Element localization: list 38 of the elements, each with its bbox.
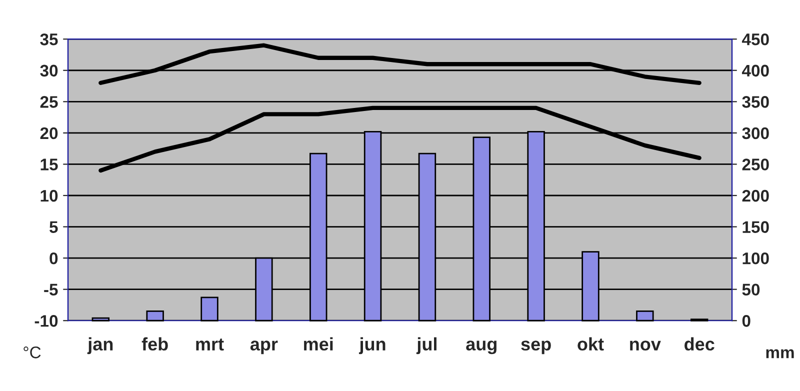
y-tick-label: -10 [34, 315, 58, 327]
y2-tick-label: 350 [742, 96, 769, 108]
y-tick-label: 35 [40, 34, 58, 46]
bar [92, 317, 110, 322]
y2-tick-label: 50 [742, 284, 760, 296]
y-tick-label: 15 [40, 158, 58, 170]
y-tick-label: 30 [40, 64, 58, 77]
y2-tick-label: 300 [742, 127, 769, 140]
x-tick-label: mei [304, 337, 333, 351]
bar [636, 310, 654, 322]
bar [146, 310, 164, 322]
x-tick-label: apr [250, 340, 278, 354]
y-tick-label: 5 [50, 221, 58, 233]
y2-tick-label: 100 [742, 252, 769, 264]
x-tick-label: sep [521, 340, 551, 354]
y-tick-label: -5 [44, 284, 58, 296]
y2-tick-label: 150 [742, 221, 769, 233]
y-axis-title: °C [24, 346, 41, 358]
x-tick-label: jan [87, 337, 113, 354]
x-tick-label: okt [578, 337, 604, 351]
y2-tick-label: 400 [742, 64, 769, 77]
x-tick-label: mrt [196, 338, 224, 351]
y2-tick-label: 250 [742, 158, 769, 170]
x-tick-label: nov [630, 340, 661, 351]
x-tick-label: jun [358, 337, 386, 354]
y-tick-label: 20 [40, 127, 58, 140]
y2-axis-title: mm [766, 349, 794, 358]
bar [200, 296, 218, 322]
y-tick-label: 25 [40, 96, 58, 108]
y2-tick-label: 450 [742, 34, 769, 46]
x-tick-label: aug [466, 340, 496, 354]
x-tick-label: jul [416, 337, 436, 354]
x-tick-label: dec [684, 337, 714, 351]
x-tick-label: feb [142, 337, 168, 351]
y2-tick-label: 200 [742, 190, 769, 202]
y-tick-label: 0 [50, 252, 58, 264]
y-tick-label: 10 [40, 190, 58, 202]
y2-tick-label: 0 [742, 315, 750, 327]
